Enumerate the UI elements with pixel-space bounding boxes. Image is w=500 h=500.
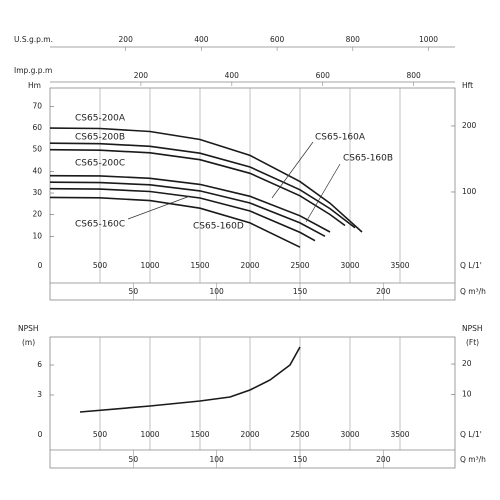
- top-axis-label: Imp.g.p.m: [14, 66, 52, 75]
- y-axis-unit: (m): [22, 338, 35, 347]
- y-tick-label: 20: [32, 210, 42, 219]
- top-tick-label: 1000: [419, 35, 438, 44]
- x-tick-label: 3000: [340, 261, 359, 270]
- y-tick-label: 6: [37, 360, 42, 369]
- y-tick-label: 3: [37, 390, 42, 399]
- x-tick-label: 3500: [390, 261, 409, 270]
- y2-tick-label: 20: [462, 359, 472, 368]
- x-tick-label: 3500: [390, 430, 409, 439]
- x-tick-label: 2500: [290, 261, 309, 270]
- x-tick-label: 1500: [190, 261, 209, 270]
- curve: [49, 142, 356, 229]
- curve: [49, 127, 363, 233]
- y2-axis-label: NPSH: [462, 324, 483, 333]
- top-tick-label: 800: [406, 71, 421, 80]
- y-axis-label: Hm: [28, 81, 41, 90]
- x-tick-label: 2500: [290, 430, 309, 439]
- x2-axis-label: Q m³/h: [460, 455, 486, 464]
- top-tick-label: 800: [346, 35, 361, 44]
- x2-tick-label: 100: [210, 455, 225, 464]
- plot-frame: [49, 87, 456, 301]
- top-tick-label: 400: [194, 35, 209, 44]
- curve: [49, 148, 346, 227]
- x2-tick-label: 150: [293, 455, 308, 464]
- y-tick-label: 70: [32, 101, 42, 110]
- top-axis-label: U.S.g.p.m.: [14, 35, 53, 44]
- x2-tick-label: 200: [376, 455, 391, 464]
- top-tick-label: 600: [316, 71, 331, 80]
- leader-line: [271, 141, 314, 199]
- curve: [49, 174, 331, 233]
- x-tick-label: 1000: [140, 261, 159, 270]
- curve-label: CS65-200B: [75, 133, 125, 143]
- x-tick-label: 3000: [340, 430, 359, 439]
- x2-axis-label: Q m³/h: [460, 287, 486, 296]
- y-tick-label: 60: [32, 123, 42, 132]
- y-tick-label: 30: [32, 188, 42, 197]
- top-tick-label: 200: [134, 71, 149, 80]
- y-tick-label: 40: [32, 166, 42, 175]
- curve-label: CS65-160A: [315, 133, 366, 143]
- x-tick-label: 1000: [140, 430, 159, 439]
- x-axis-label: Q L/1': [460, 261, 482, 270]
- y-tick-label: 10: [32, 231, 42, 240]
- top-tick-label: 400: [225, 71, 240, 80]
- curve-label: CS65-200C: [75, 159, 125, 169]
- curve: [49, 196, 301, 248]
- top-tick-label: 200: [119, 35, 134, 44]
- x-axis-label: Q L/1': [460, 430, 482, 439]
- x-tick-label: 1500: [190, 430, 209, 439]
- x-tick-label: 500: [93, 261, 108, 270]
- y2-axis-unit: (Ft): [466, 338, 479, 347]
- x-tick-label: 500: [93, 430, 108, 439]
- curve-label: CS65-200A: [75, 114, 126, 124]
- curve: [79, 346, 301, 413]
- x-tick-label: 2000: [240, 430, 259, 439]
- curve: [49, 187, 316, 242]
- curve-label: CS65-160B: [343, 154, 393, 164]
- x2-tick-label: 100: [210, 287, 225, 296]
- curve: [49, 181, 326, 238]
- x2-tick-label: 200: [376, 287, 391, 296]
- x-tick-label: 0: [38, 261, 43, 270]
- y2-tick-label: 100: [462, 187, 477, 196]
- x2-tick-label: 50: [129, 287, 139, 296]
- y-axis-label: NPSH: [18, 324, 39, 333]
- plot-frame: [49, 336, 456, 469]
- x2-tick-label: 50: [129, 455, 139, 464]
- x-tick-label: 0: [38, 430, 43, 439]
- y2-tick-label: 200: [462, 121, 477, 130]
- curve-label: CS65-160C: [75, 220, 125, 230]
- top-tick-label: 600: [270, 35, 285, 44]
- leader-line: [127, 195, 191, 220]
- y2-axis-label: Hft: [462, 81, 473, 90]
- leader-line: [305, 163, 341, 223]
- y2-tick-label: 10: [462, 390, 472, 399]
- x2-tick-label: 150: [293, 287, 308, 296]
- curve-label: CS65-160D: [193, 222, 244, 232]
- x-tick-label: 2000: [240, 261, 259, 270]
- y-tick-label: 50: [32, 145, 42, 154]
